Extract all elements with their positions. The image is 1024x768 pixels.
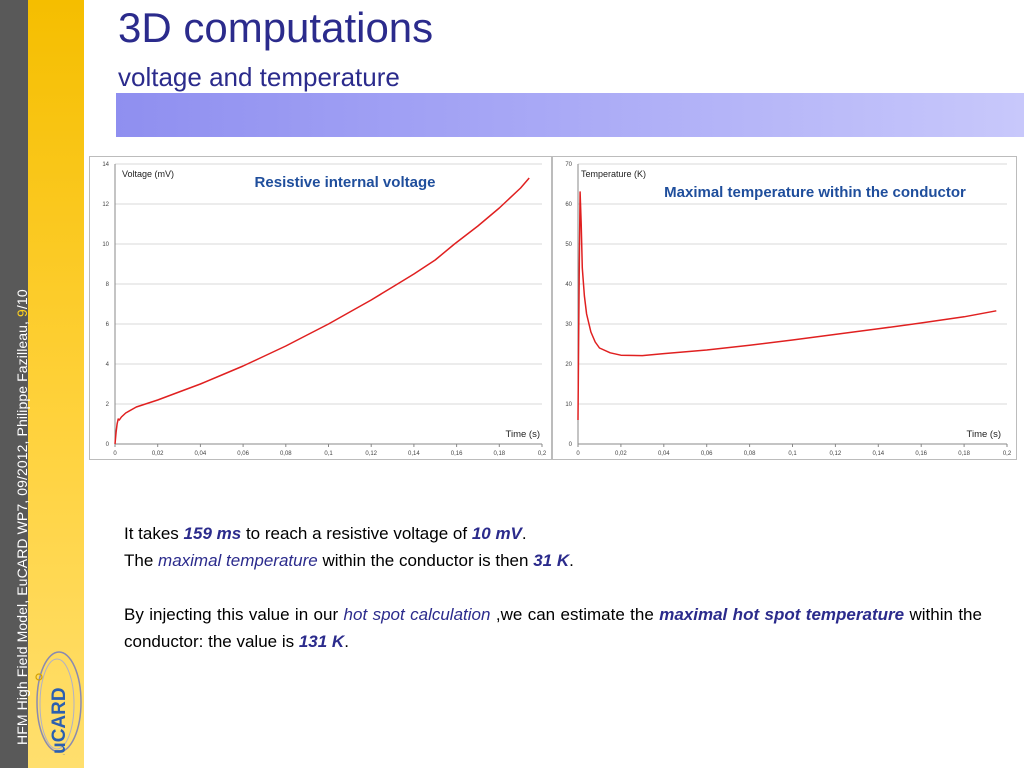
y-tick-label: 50	[565, 242, 572, 248]
text-segment: The	[124, 551, 154, 570]
footer-text-main: HFM High Field Model, EuCARD WP7, 09/201…	[14, 316, 30, 745]
x-tick-label: 0,16	[451, 451, 463, 457]
y-tick-label: 0	[569, 442, 573, 448]
x-axis-label: Time (s)	[506, 429, 540, 440]
footer-text: HFM High Field Model, EuCARD WP7, 09/201…	[14, 289, 30, 745]
slide-subtitle: voltage and temperature	[118, 62, 400, 92]
sidebar-yellow-strip	[28, 0, 84, 768]
x-tick-label: 0,1	[324, 451, 333, 457]
text-segment: .	[344, 632, 349, 651]
y-tick-label: 30	[565, 322, 572, 328]
text-segment: .	[569, 551, 574, 570]
x-tick-label: 0,18	[958, 451, 970, 457]
y-tick-label: 14	[102, 162, 109, 168]
x-tick-label: 0	[576, 451, 580, 457]
voltage-chart: 0 2 4 6 8 10 12 14 0 0,02 0,04 0,06 0,08 0,1 0,12 0,14 0…	[89, 156, 552, 460]
series-line	[577, 191, 997, 421]
text-segment: .	[521, 524, 527, 543]
chart-title: Resistive internal voltage	[255, 174, 436, 191]
highlight-voltage: 10 mV	[471, 524, 522, 543]
x-axis-label: Time (s)	[967, 429, 1001, 440]
y-tick-label: 6	[106, 322, 110, 328]
x-tick-label: 0,04	[658, 451, 670, 457]
series-line	[114, 177, 530, 445]
sidebar-dark-strip	[0, 0, 28, 768]
summary-paragraph-hotspot: By injecting this value in our hot spot …	[124, 601, 982, 655]
x-tick-label: 0,12	[365, 451, 377, 457]
x-tick-label: 0,08	[744, 451, 756, 457]
y-tick-label: 60	[565, 202, 572, 208]
y-tick-label: 12	[102, 202, 109, 208]
chart-title: Maximal temperature within the conductor	[664, 184, 966, 201]
temperature-chart-svg: 0 10 20 30 40 50 60 70 0 0,02 0,04 0,06 0,08 0,1 0,12 0…	[565, 162, 1012, 457]
title-band	[116, 93, 1024, 137]
y-tick-label: 8	[106, 282, 110, 288]
text-segment: within the conductor is then	[322, 551, 529, 570]
slide-title: 3D computations	[118, 4, 434, 51]
y-tick-label: 20	[565, 362, 572, 368]
y-axis-label: Temperature (K)	[581, 169, 646, 179]
x-tick-label: 0	[113, 451, 117, 457]
summary-line-temperature: The maximal temperature within the condu…	[124, 547, 982, 574]
x-tick-label: 0,2	[1003, 451, 1012, 457]
page-total: /10	[14, 289, 30, 310]
page-number: 9	[14, 309, 30, 317]
highlight-max-hot-spot: maximal hot spot temperature	[659, 605, 905, 624]
y-tick-label: 40	[565, 282, 572, 288]
summary-text: It takes 159 ms to reach a resistive vol…	[124, 520, 982, 655]
highlight-max-temperature: maximal temperature	[158, 551, 318, 570]
paragraph-gap	[124, 574, 982, 601]
text-segment: to reach a resistive voltage of	[245, 524, 468, 543]
x-tick-label: 0,06	[701, 451, 713, 457]
y-tick-label: 0	[106, 442, 110, 448]
y-axis-label: Voltage (mV)	[122, 169, 174, 179]
x-tick-label: 0,06	[237, 451, 249, 457]
summary-line-time: It takes 159 ms to reach a resistive vol…	[124, 520, 982, 547]
voltage-chart-svg: 0 2 4 6 8 10 12 14 0 0,02 0,04 0,06 0,08 0,1 0,12 0,14 0…	[102, 162, 547, 457]
highlight-temperature: 31 K	[533, 551, 570, 570]
logo-ring-outer	[36, 651, 82, 753]
highlight-hot-spot-value: 131 K	[298, 632, 345, 651]
x-tick-label: 0,14	[872, 451, 884, 457]
x-tick-label: 0,08	[280, 451, 292, 457]
text-segment: It takes	[124, 524, 179, 543]
logo-text: EuCARD	[49, 687, 70, 755]
x-tick-label: 0,14	[408, 451, 420, 457]
logo-ring-inner	[39, 658, 75, 750]
x-tick-label: 0,16	[915, 451, 927, 457]
x-tick-label: 0,18	[493, 451, 505, 457]
x-tick-label: 0,02	[152, 451, 164, 457]
text-segment: By injecting this value in our	[124, 605, 339, 624]
highlight-time: 159 ms	[183, 524, 242, 543]
eucard-logo: EuCARD	[35, 651, 82, 755]
y-tick-label: 4	[106, 362, 110, 368]
text-segment: within the conductor: the value is	[124, 605, 982, 651]
y-tick-label: 2	[106, 402, 110, 408]
y-tick-label: 10	[565, 402, 572, 408]
highlight-hot-spot-calculation: hot spot calculation	[343, 605, 491, 624]
y-tick-label: 70	[565, 162, 572, 168]
logo-dot	[35, 673, 43, 681]
text-segment: ,we can estimate the	[495, 605, 654, 624]
temperature-chart: 0 10 20 30 40 50 60 70 0 0,02 0,04 0,06 0,08 0,1 0,12 0…	[552, 156, 1017, 460]
x-tick-label: 0,2	[538, 451, 547, 457]
y-tick-label: 10	[102, 242, 109, 248]
x-tick-label: 0,12	[830, 451, 842, 457]
x-tick-label: 0,1	[788, 451, 797, 457]
x-tick-label: 0,02	[615, 451, 627, 457]
x-tick-label: 0,04	[195, 451, 207, 457]
